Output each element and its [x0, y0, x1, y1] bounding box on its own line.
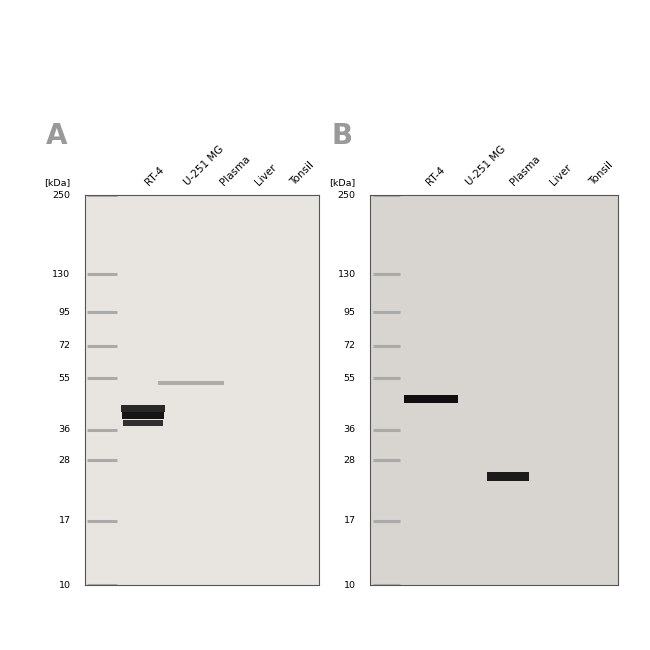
Text: [kDa]: [kDa]	[44, 178, 70, 187]
Text: RT-4: RT-4	[425, 164, 447, 187]
Text: 250: 250	[53, 190, 70, 200]
Bar	[121, 405, 165, 412]
Text: Tonsil: Tonsil	[288, 160, 316, 187]
Text: 55: 55	[344, 374, 356, 383]
Text: Liver: Liver	[253, 162, 278, 187]
Text: 17: 17	[344, 516, 356, 525]
Text: 72: 72	[344, 341, 356, 350]
Text: 55: 55	[58, 374, 70, 383]
Text: 36: 36	[58, 425, 70, 434]
Text: 130: 130	[337, 270, 356, 279]
Text: Liver: Liver	[549, 162, 573, 187]
Text: 250: 250	[338, 190, 356, 200]
Text: 10: 10	[344, 580, 356, 590]
Bar	[123, 421, 163, 426]
Bar	[158, 381, 224, 385]
Text: A: A	[46, 122, 67, 150]
Text: U-251 MG: U-251 MG	[183, 144, 226, 187]
Text: 72: 72	[58, 341, 70, 350]
Text: 28: 28	[344, 456, 356, 465]
Text: [kDa]: [kDa]	[330, 178, 356, 187]
Bar	[404, 395, 458, 403]
Text: Plasma: Plasma	[218, 153, 252, 187]
Text: RT-4: RT-4	[143, 164, 166, 187]
Bar	[122, 412, 164, 419]
Text: 10: 10	[58, 580, 70, 590]
Text: Tonsil: Tonsil	[588, 160, 616, 187]
Text: 130: 130	[53, 270, 70, 279]
Text: 95: 95	[58, 307, 70, 317]
Text: 36: 36	[344, 425, 356, 434]
Text: U-251 MG: U-251 MG	[464, 144, 508, 187]
Text: 95: 95	[344, 307, 356, 317]
Text: Plasma: Plasma	[509, 153, 543, 187]
Text: 28: 28	[58, 456, 70, 465]
Text: B: B	[332, 122, 352, 150]
Bar	[487, 472, 528, 482]
Text: 17: 17	[58, 516, 70, 525]
